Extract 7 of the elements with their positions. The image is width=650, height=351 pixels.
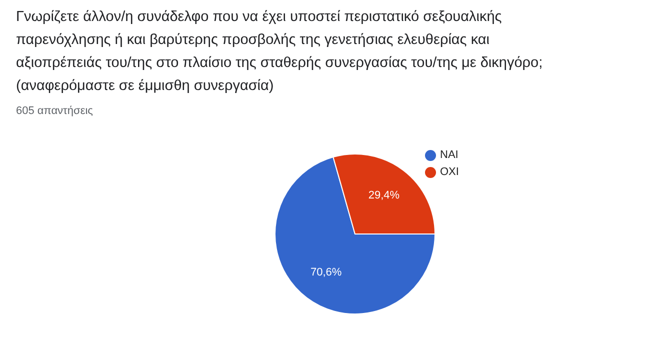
legend-label: ΟΧΙ bbox=[440, 166, 459, 178]
chart-title: Γνωρίζετε άλλον/η συνάδελφο που να έχει υποστεί περιστατικό σεξουαλικής παρενόχλησης ή και βαρύτερης προσβολής της γενετήσιας ελευθερίας και αξιοπρέπειάς του/της στο πλαίσιο της σταθερής συνεργασίας του/της με δικηγόρο;(αναφερόμαστε σε έμμισθη συνεργασία) bbox=[16, 8, 544, 96]
data-label: 70,6% bbox=[310, 266, 342, 278]
legend-label: ΝΑΙ bbox=[440, 149, 458, 161]
pie-slice bbox=[274, 156, 436, 314]
text: 605 απαντήσεις bbox=[16, 105, 93, 117]
data-label: 29,4% bbox=[368, 190, 400, 202]
